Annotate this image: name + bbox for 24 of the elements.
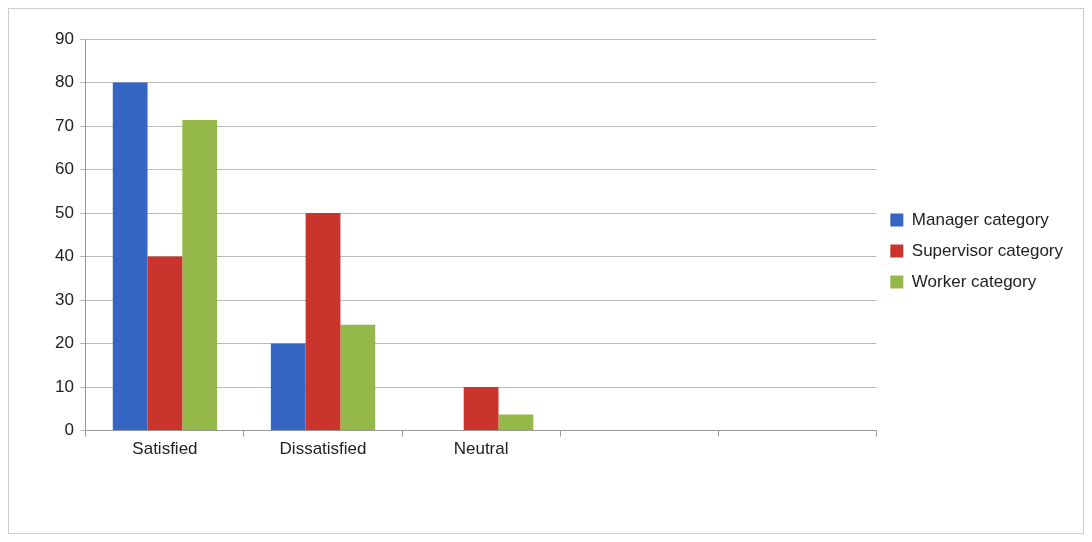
- bar: [498, 414, 534, 431]
- y-tick-label: 10: [54, 376, 74, 396]
- bar: [112, 82, 148, 431]
- bar: [463, 387, 499, 431]
- y-tick-label: 70: [54, 115, 74, 135]
- x-tick-label: Dissatisfied: [279, 439, 367, 459]
- bar: [340, 324, 376, 431]
- y-tick-label: 50: [54, 202, 74, 222]
- bar: [270, 343, 306, 431]
- legend-label: Supervisor category: [911, 240, 1064, 260]
- x-tick-label: Satisfied: [132, 439, 198, 459]
- y-tick-label: 0: [64, 420, 74, 440]
- y-tick-label: 20: [54, 333, 74, 353]
- y-tick-label: 30: [54, 289, 74, 309]
- y-tick-label: 80: [54, 72, 74, 92]
- bar: [182, 119, 218, 431]
- legend-label: Worker category: [911, 271, 1037, 291]
- y-tick-label: 40: [54, 246, 74, 266]
- bar: [305, 213, 341, 431]
- legend-label: Manager category: [911, 209, 1050, 229]
- x-tick-label: Neutral: [453, 439, 509, 459]
- y-tick-label: 60: [54, 159, 74, 179]
- bar: [147, 256, 183, 431]
- y-tick-label: 90: [54, 28, 74, 48]
